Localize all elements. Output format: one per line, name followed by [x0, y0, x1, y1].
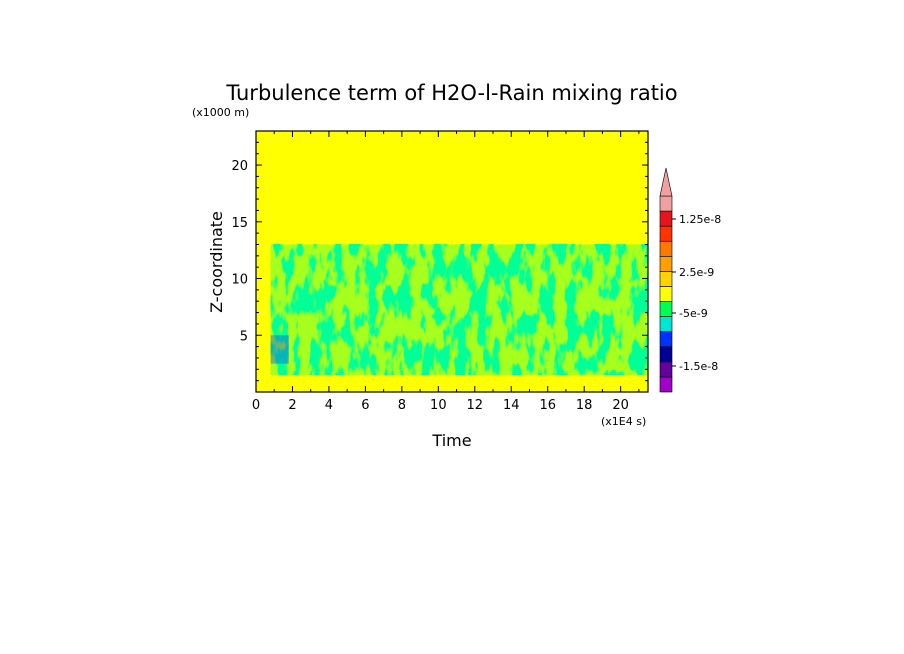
- x-tick-label: 6: [361, 398, 369, 413]
- colorbar-segment: [659, 210, 673, 227]
- colorbar: 1.25e-8 2.5e-9 -5e-9 -1.5e-8: [659, 167, 721, 393]
- x-tick-label: 10: [430, 398, 447, 413]
- heatmap-region-1: [270, 335, 289, 364]
- y-tick-label: 10: [231, 273, 248, 288]
- x-tick-label: 18: [576, 398, 593, 413]
- colorbar-segment: [659, 316, 673, 332]
- y-tick-label: 5: [240, 329, 248, 344]
- heatmap-region-0: [270, 244, 648, 375]
- colorbar-segment: [659, 195, 673, 212]
- colorbar-segment: [659, 240, 673, 257]
- colorbar-label: 2.5e-9: [679, 266, 714, 279]
- colorbar-label: 1.25e-8: [679, 213, 721, 226]
- colorbar-segment: [659, 256, 673, 272]
- x-tick-label: 2: [288, 398, 296, 413]
- x-tick-label: 4: [325, 398, 333, 413]
- x-unit-label: (x1E4 s): [601, 415, 646, 428]
- y-tick-label: 15: [231, 216, 248, 231]
- y-axis-label: Z-coordinate: [207, 211, 226, 313]
- x-tick-label: 0: [252, 398, 260, 413]
- x-tick-label: 14: [503, 398, 520, 413]
- colorbar-label: -1.5e-8: [679, 360, 718, 373]
- y-unit-label: (x1000 m): [192, 106, 249, 119]
- x-tick-label: 8: [398, 398, 406, 413]
- colorbar-segment: [659, 346, 673, 363]
- colorbar-segment: [659, 225, 673, 242]
- y-tick-label: 20: [231, 159, 248, 174]
- colorbar-segment: [659, 271, 673, 287]
- colorbar-segment: [659, 331, 673, 348]
- chart-title: Turbulence term of H2O-l-Rain mixing rat…: [225, 81, 677, 105]
- colorbar-segment: [659, 376, 673, 393]
- colorbar-segment: [659, 301, 673, 317]
- heatmap-plot-area: 0 2 4 6 8 10 12 14 16 18 20 5 10 15 20: [231, 130, 649, 413]
- colorbar-segment: [659, 286, 673, 302]
- x-axis-label: Time: [431, 431, 471, 450]
- plot-frame: [255, 130, 649, 393]
- x-tick-label: 20: [612, 398, 629, 413]
- colorbar-label: -5e-9: [679, 307, 708, 320]
- colorbar-extend-arrow: [659, 167, 673, 197]
- colorbar-segment: [659, 361, 673, 378]
- x-tick-label: 16: [539, 398, 556, 413]
- x-tick-label: 12: [467, 398, 484, 413]
